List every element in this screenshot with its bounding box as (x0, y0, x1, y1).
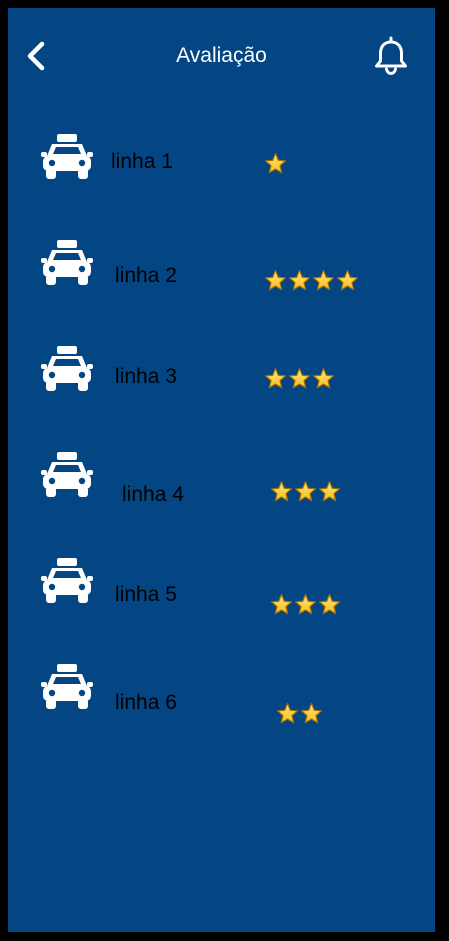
star-rating (264, 269, 359, 292)
star-icon (300, 702, 323, 724)
row-label: linha 5 (115, 583, 177, 606)
taxi-icon-wrapper (40, 450, 94, 500)
notifications-button[interactable] (372, 36, 410, 76)
rating-row[interactable]: linha 4 (8, 450, 435, 506)
taxi-icon (41, 664, 93, 709)
rating-row[interactable]: linha 5 (8, 556, 435, 615)
row-label: linha 2 (115, 264, 177, 287)
star-icon (288, 269, 311, 291)
star-icon (312, 269, 335, 291)
taxi-icon-wrapper (40, 556, 94, 606)
app-header: Avaliação (8, 8, 435, 104)
star-rating (270, 480, 341, 503)
star-icon (318, 480, 341, 502)
star-rating (264, 367, 335, 390)
rating-row[interactable]: linha 2 (8, 238, 435, 294)
back-button[interactable] (20, 38, 52, 74)
taxi-icon-wrapper (40, 132, 94, 182)
star-icon (336, 269, 359, 291)
taxi-icon (41, 558, 93, 603)
star-icon (318, 593, 341, 615)
rating-screen: Avaliação linha 1 linha 2 linha 3 linha 4 li… (8, 8, 435, 932)
row-label: linha 3 (115, 365, 177, 388)
star-icon (276, 702, 299, 724)
star-icon (264, 269, 287, 291)
star-icon (264, 367, 287, 389)
row-label: linha 1 (111, 150, 173, 173)
star-icon (294, 480, 317, 502)
row-label: linha 4 (122, 483, 184, 506)
rating-row[interactable]: linha 1 (8, 132, 435, 188)
chevron-left-icon (27, 41, 45, 71)
star-icon (264, 152, 287, 174)
star-rating (264, 152, 287, 175)
taxi-icon (41, 346, 93, 391)
star-icon (288, 367, 311, 389)
star-rating (276, 702, 323, 725)
taxi-icon-wrapper (40, 344, 94, 394)
page-title: Avaliação (176, 44, 267, 67)
rating-row[interactable]: linha 3 (8, 344, 435, 400)
star-rating (270, 593, 341, 616)
taxi-icon (41, 452, 93, 497)
star-icon (270, 593, 293, 615)
rating-row[interactable]: linha 6 (8, 662, 435, 724)
star-icon (294, 593, 317, 615)
taxi-icon (41, 240, 93, 285)
bell-icon (375, 36, 407, 76)
star-icon (312, 367, 335, 389)
star-icon (270, 480, 293, 502)
taxi-icon (41, 134, 93, 179)
taxi-icon-wrapper (40, 238, 94, 288)
taxi-icon-wrapper (40, 662, 94, 712)
row-label: linha 6 (115, 691, 177, 714)
